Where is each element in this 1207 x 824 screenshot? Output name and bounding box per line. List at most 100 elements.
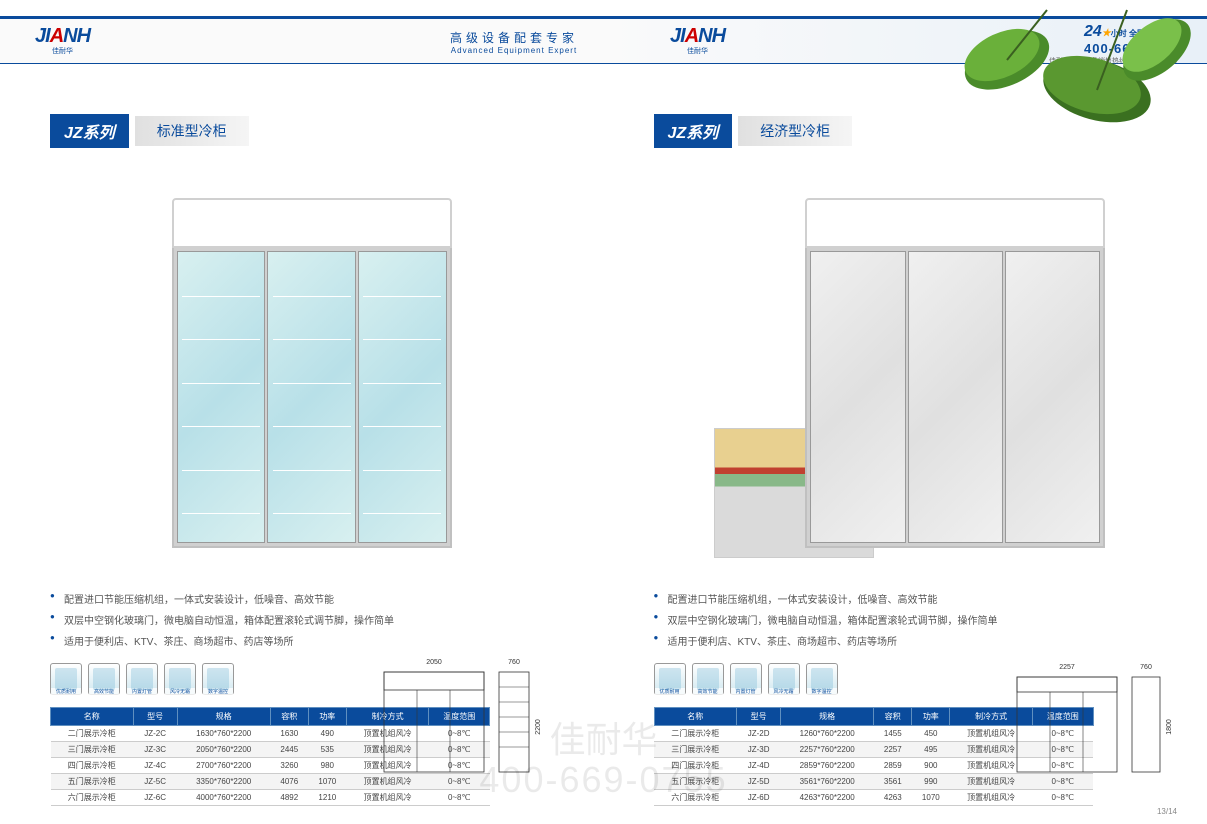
table-cell: 二门展示冷柜 [51,726,134,742]
table-cell: 2859 [874,758,912,774]
table-cell: JZ-5C [133,774,177,790]
table-cell: 490 [308,726,346,742]
feature-item: 配置进口节能压缩机组，一体式安装设计，低噪音、高效节能 [654,588,1178,609]
table-cell: 980 [308,758,346,774]
table-cell: 五门展示冷柜 [51,774,134,790]
series-subtitle: 经济型冷柜 [738,116,852,146]
table-header: 规格 [781,708,874,726]
feature-list: 配置进口节能压缩机组，一体式安装设计，低噪音、高效节能 双层中空钢化玻璃门，微电… [50,588,574,651]
table-cell: 2700*760*2200 [177,758,270,774]
feature-icon: 高效节能 [88,663,120,695]
table-cell: 3260 [270,758,308,774]
table-cell: JZ-5D [737,774,781,790]
table-header: 名称 [51,708,134,726]
feature-icon: 数字温控 [202,663,234,695]
feature-item: 配置进口节能压缩机组，一体式安装设计，低噪音、高效节能 [50,588,574,609]
feature-icon: 风冷无霜 [768,663,800,695]
feature-item: 双层中空钢化玻璃门，微电脑自动恒温，箱体配置滚轮式调节脚，操作简单 [654,609,1178,630]
table-row: 六门展示冷柜JZ-6D4263*760*220042631070顶置机组风冷0~… [654,790,1093,806]
table-header: 名称 [654,708,737,726]
table-cell: 顶置机组风冷 [346,790,429,806]
table-cell: 六门展示冷柜 [654,790,737,806]
table-row: 六门展示冷柜JZ-6C4000*760*220048921210顶置机组风冷0~… [51,790,490,806]
table-cell: JZ-2C [133,726,177,742]
table-cell: 2257*760*2200 [781,742,874,758]
svg-text:2200: 2200 [535,719,542,735]
table-cell: JZ-6D [737,790,781,806]
series-badge: JZ系列 [50,114,129,148]
table-cell: 535 [308,742,346,758]
table-cell: 4000*760*2200 [177,790,270,806]
feature-icon: 高效节能 [692,663,724,695]
feature-item: 双层中空钢化玻璃门，微电脑自动恒温，箱体配置滚轮式调节脚，操作简单 [50,609,574,630]
table-header: 容积 [270,708,308,726]
table-cell: 1210 [308,790,346,806]
table-cell: 六门展示冷柜 [51,790,134,806]
table-cell: 3561*760*2200 [781,774,874,790]
table-cell: JZ-3C [133,742,177,758]
table-cell: 4263 [874,790,912,806]
feature-icon: 内置灯管 [730,663,762,695]
table-cell: 四门展示冷柜 [51,758,134,774]
table-header: 功率 [308,708,346,726]
table-cell: 二门展示冷柜 [654,726,737,742]
table-header: 功率 [912,708,950,726]
leaves-decoration [927,0,1207,200]
svg-text:2257: 2257 [1059,664,1075,671]
tagline: 高级设备配套专家 Advanced Equipment Expert [450,29,578,55]
feature-item: 适用于便利店、KTV、茶庄、商场超市、药店等场所 [654,630,1178,651]
table-cell: JZ-3D [737,742,781,758]
table-cell: 495 [912,742,950,758]
table-cell: JZ-2D [737,726,781,742]
feature-icon: 风冷无霜 [164,663,196,695]
table-header: 型号 [737,708,781,726]
table-cell: 4263*760*2200 [781,790,874,806]
table-cell: 900 [912,758,950,774]
table-header: 型号 [133,708,177,726]
table-cell: 4892 [270,790,308,806]
table-cell: 五门展示冷柜 [654,774,737,790]
table-header: 规格 [177,708,270,726]
feature-icon: 优质耐用 [50,663,82,695]
feature-icon: 内置灯管 [126,663,158,695]
logo-right: JIANH 佳耐华 [670,25,725,56]
table-cell: 三门展示冷柜 [51,742,134,758]
page-number: 13/14 [1157,807,1177,816]
table-cell: 顶置机组风冷 [950,790,1033,806]
table-cell: 1630*760*2200 [177,726,270,742]
logo-left: JIANH 佳耐华 [35,25,90,56]
table-cell: 1455 [874,726,912,742]
table-cell: JZ-4C [133,758,177,774]
table-cell: 3350*760*2200 [177,774,270,790]
table-cell: 3561 [874,774,912,790]
series-subtitle: 标准型冷柜 [135,116,249,146]
feature-list: 配置进口节能压缩机组，一体式安装设计，低噪音、高效节能 双层中空钢化玻璃门，微电… [654,588,1178,651]
table-cell: 1070 [308,774,346,790]
table-cell: 四门展示冷柜 [654,758,737,774]
svg-text:2050: 2050 [426,659,442,666]
table-cell: 2050*760*2200 [177,742,270,758]
series-badge: JZ系列 [654,114,733,148]
product-image-standard [172,198,452,558]
dimension-diagram: 2050 760 2200 [374,652,544,782]
table-cell: 0~8℃ [429,790,490,806]
left-column: JZ系列 标准型冷柜 配置进口节能压缩机组，一体式安装设计，低噪音、高效节能 双… [0,64,604,816]
feature-icon: 优质耐用 [654,663,686,695]
table-cell: 1260*760*2200 [781,726,874,742]
table-cell: 1630 [270,726,308,742]
table-cell: 4076 [270,774,308,790]
table-cell: 450 [912,726,950,742]
table-cell: 0~8℃ [1032,790,1093,806]
feature-item: 适用于便利店、KTV、茶庄、商场超市、药店等场所 [50,630,574,651]
svg-text:760: 760 [1140,664,1152,671]
dimension-diagram: 2257 760 1800 [1007,652,1177,782]
table-header: 容积 [874,708,912,726]
feature-icon: 数字温控 [806,663,838,695]
table-cell: 三门展示冷柜 [654,742,737,758]
svg-text:1800: 1800 [1166,719,1173,735]
table-cell: 1070 [912,790,950,806]
table-cell: JZ-4D [737,758,781,774]
table-cell: 2445 [270,742,308,758]
table-cell: 990 [912,774,950,790]
table-cell: JZ-6C [133,790,177,806]
